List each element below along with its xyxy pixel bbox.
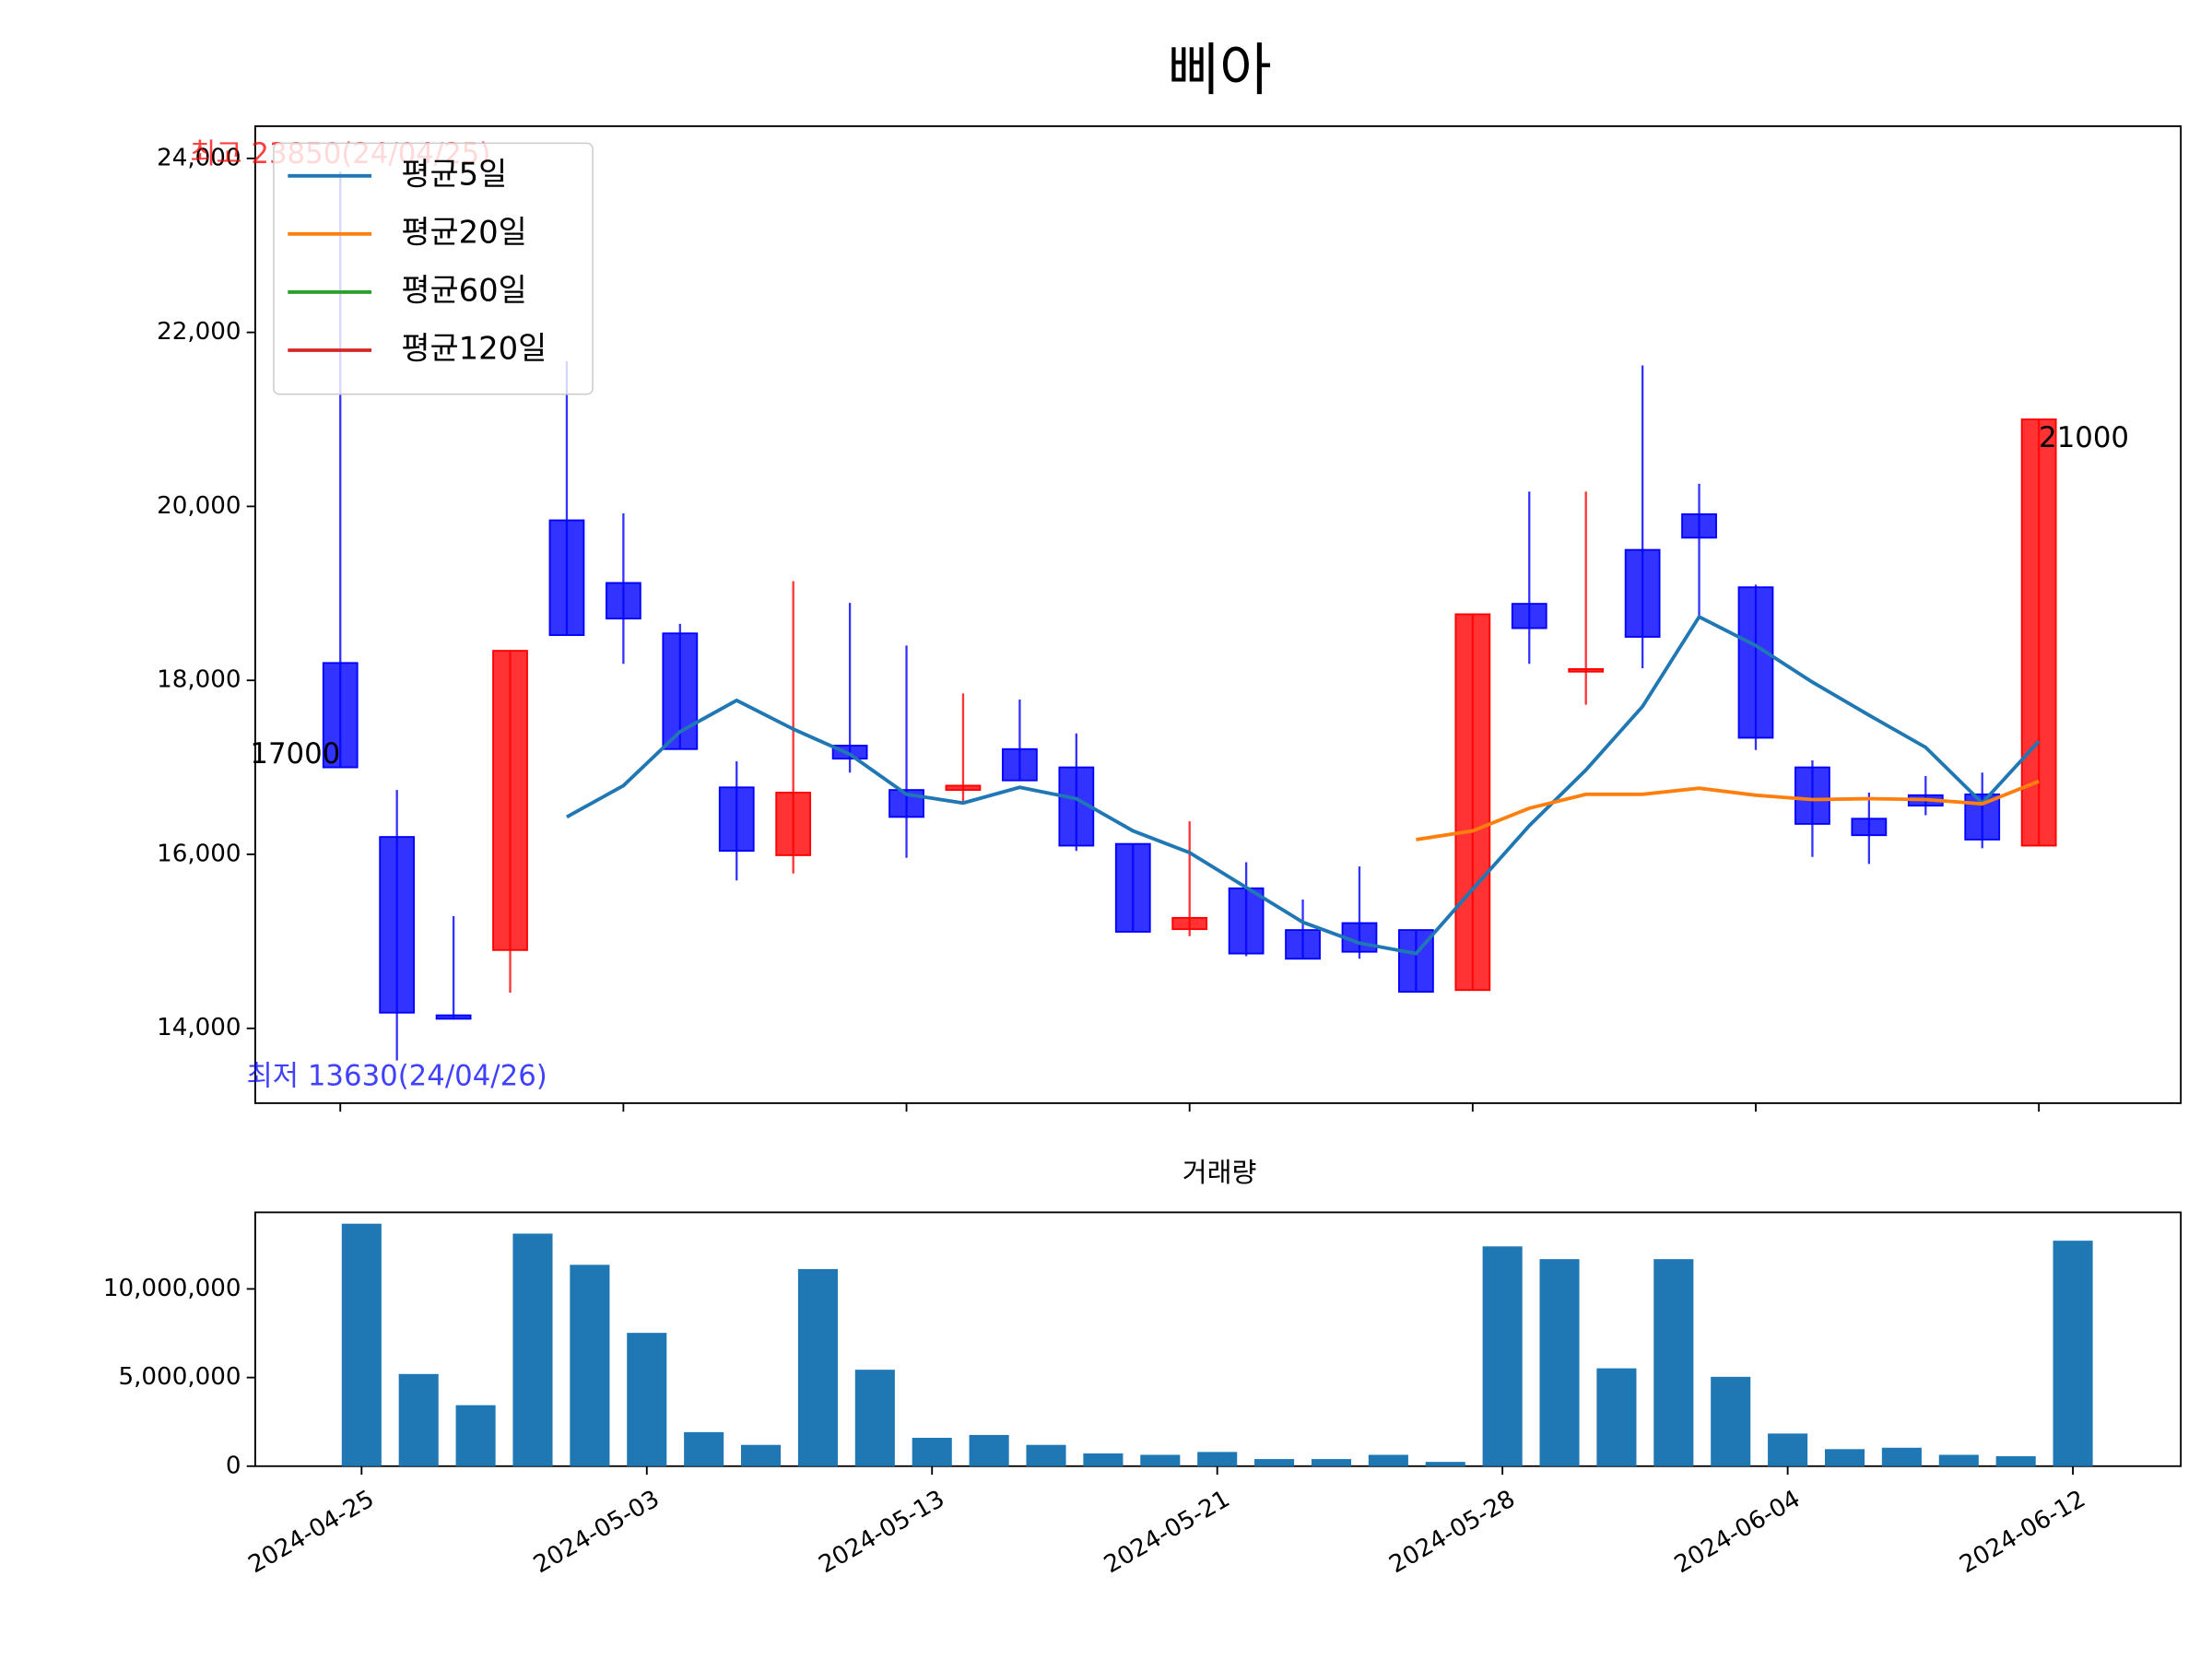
volume-bar [1711, 1376, 1751, 1466]
volume-bar [341, 1223, 382, 1466]
legend-label: 평균5일 [401, 156, 507, 192]
volume-bar [1368, 1454, 1408, 1466]
x-tick-label: 2024-06-12 [1955, 1485, 2090, 1579]
annotation: 최저 13630(24/04/26) [247, 1060, 547, 1093]
candle-body [492, 650, 528, 951]
volume-bar [1539, 1259, 1580, 1466]
legend-label: 평균60일 [401, 272, 526, 308]
y-tick-label: 24,000 [157, 144, 241, 171]
y-tick-label: 16,000 [157, 840, 241, 867]
volume-bar [1197, 1452, 1238, 1466]
legend-label: 평균20일 [401, 214, 526, 250]
y-tick-label: 10,000,000 [103, 1275, 241, 1302]
x-tick-label: 2024-05-13 [815, 1485, 950, 1579]
candle-body [1794, 766, 1830, 825]
volume-bar [1482, 1246, 1523, 1466]
candle-body [718, 786, 755, 853]
candle-body [1568, 667, 1605, 673]
candle-body [945, 784, 982, 792]
volume-bar [1768, 1433, 1808, 1466]
candle-body [1681, 512, 1717, 539]
volume-bar [455, 1405, 496, 1466]
volume-bar [1254, 1459, 1295, 1466]
candle-body [2020, 418, 2057, 847]
candle-body [322, 662, 359, 769]
y-tick-label: 5,000,000 [118, 1363, 241, 1391]
y-tick-label: 14,000 [157, 1014, 241, 1041]
volume-bar [1083, 1453, 1124, 1466]
volume-bar [627, 1333, 667, 1466]
volume-bar [1653, 1259, 1694, 1466]
x-tick-label: 2024-05-28 [1384, 1485, 1520, 1579]
annotation: 17000 [250, 737, 340, 771]
volume-bar [797, 1268, 838, 1466]
volume-title: 거래량 [1182, 1157, 1257, 1188]
volume-bar [1995, 1456, 2036, 1466]
candle-body [1454, 613, 1491, 992]
x-tick-label: 2024-04-25 [244, 1485, 380, 1579]
candle-body [1114, 842, 1151, 933]
volume-bar [684, 1431, 724, 1466]
candle-body [1851, 818, 1888, 837]
y-tick-label: 0 [226, 1452, 241, 1479]
volume-bar [1026, 1444, 1066, 1466]
ma-line [566, 614, 2041, 956]
candle-body [379, 836, 416, 1014]
volume-bar [1311, 1459, 1352, 1466]
x-tick-label: 2024-05-03 [529, 1485, 665, 1579]
candle-body [605, 582, 641, 620]
chart-title: 삐아 [1167, 37, 1271, 103]
volume-bar [1140, 1454, 1181, 1466]
volume-bar [1824, 1449, 1865, 1466]
candle-body [548, 519, 585, 637]
candle-body [1285, 929, 1321, 960]
x-tick-label: 2024-05-21 [1100, 1485, 1235, 1579]
candle-body [1228, 887, 1265, 955]
ma-line [1416, 779, 2040, 841]
volume-bar [2053, 1241, 2093, 1466]
volume-bar [741, 1444, 782, 1466]
candle-body [775, 792, 812, 856]
annotation: 21000 [2039, 421, 2129, 454]
volume-bar [1425, 1462, 1465, 1466]
volume-bar [512, 1233, 553, 1466]
legend-box [273, 142, 594, 395]
volume-bar [1881, 1447, 1922, 1466]
volume-bar [398, 1373, 439, 1466]
y-tick-label: 18,000 [157, 666, 241, 694]
candle-body [1624, 548, 1661, 638]
candle-body [1171, 916, 1208, 931]
volume-bar [854, 1370, 895, 1466]
legend-label: 평균120일 [401, 331, 547, 367]
y-tick-label: 22,000 [157, 318, 241, 346]
volume-bar [912, 1438, 952, 1466]
y-tick-label: 20,000 [157, 492, 241, 520]
volume-bar [1938, 1454, 1979, 1466]
volume-bar [969, 1434, 1009, 1466]
x-tick-label: 2024-06-04 [1670, 1485, 1806, 1579]
candle-body [1511, 603, 1547, 629]
candle-body [1002, 747, 1038, 782]
candle-body [435, 1014, 472, 1020]
candle-body [1737, 586, 1774, 739]
volume-bar [1596, 1368, 1637, 1466]
volume-bar [570, 1265, 610, 1466]
main-axes [254, 125, 2183, 1104]
